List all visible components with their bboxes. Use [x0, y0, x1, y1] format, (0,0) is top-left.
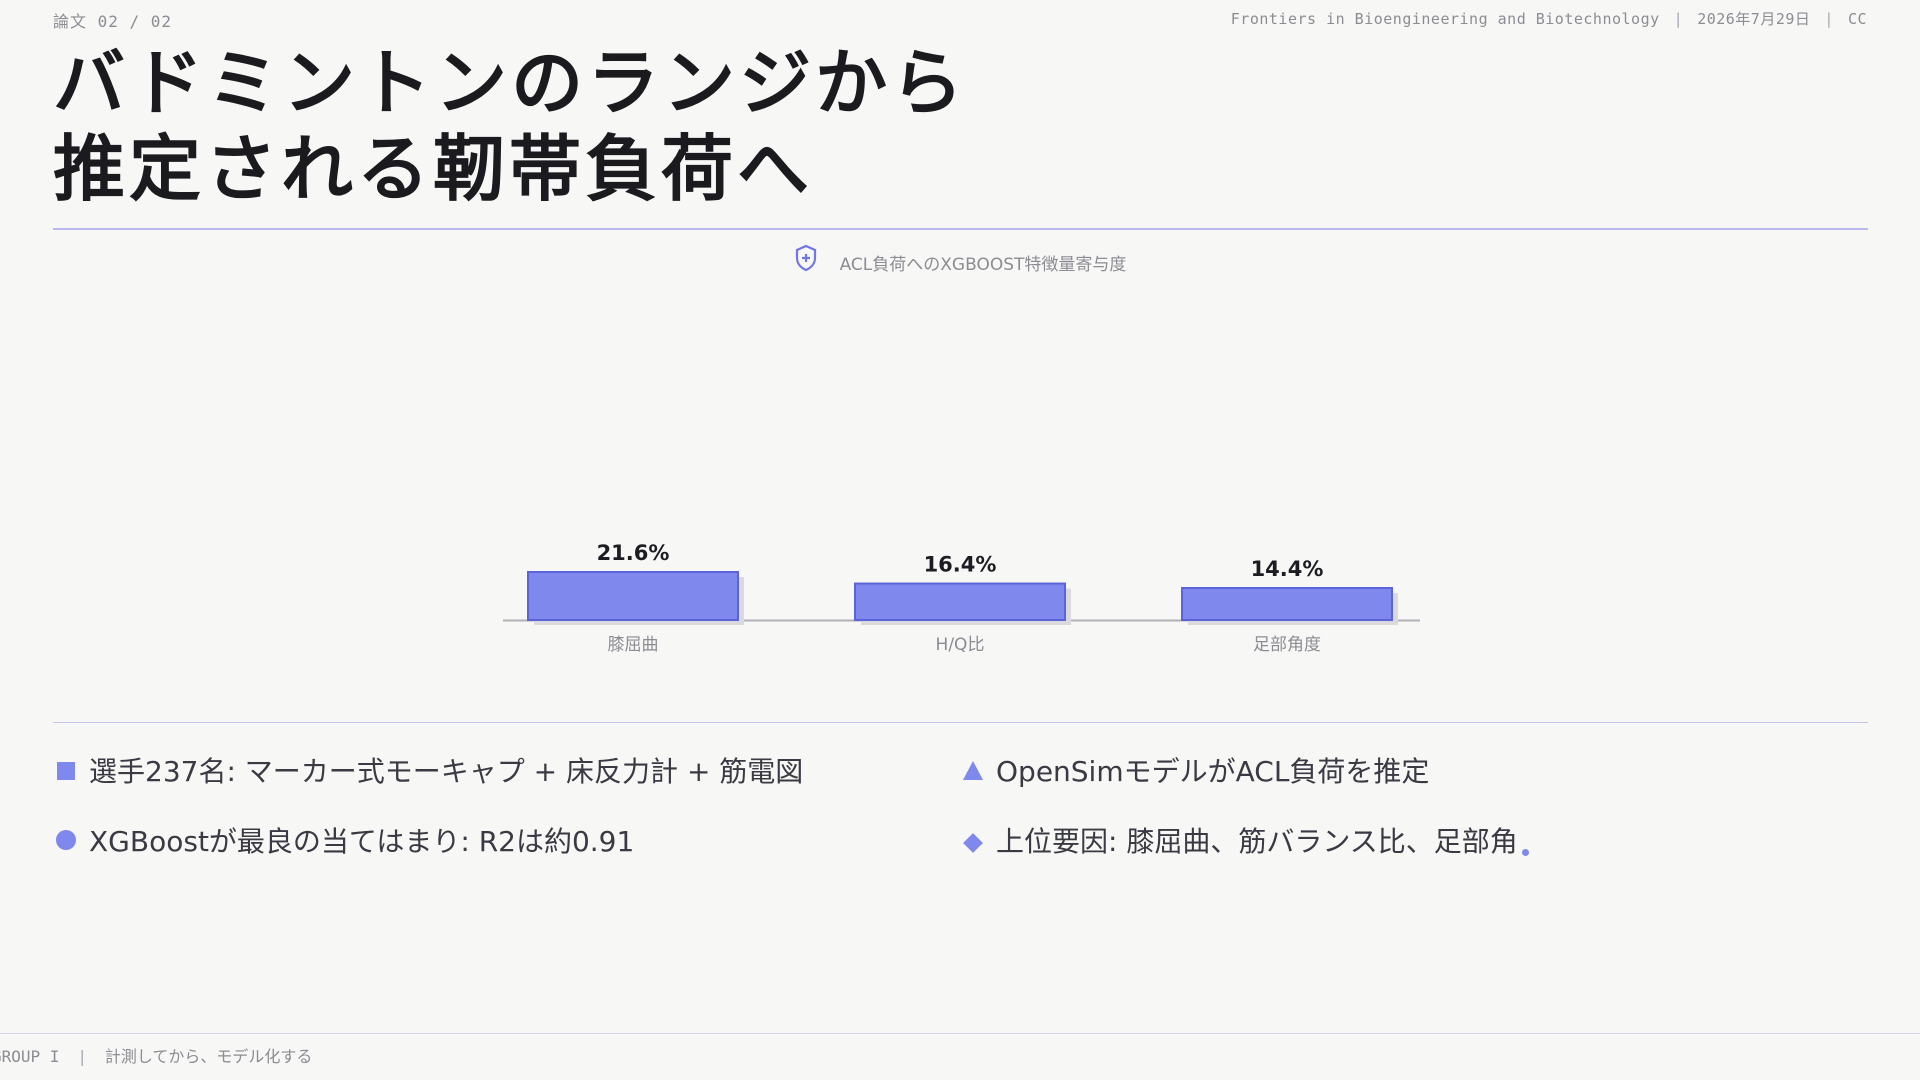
bar-value-label: 21.6%	[597, 541, 670, 565]
slide-title-line-2: 推定される靭帯負荷へ	[53, 127, 814, 211]
publication-date: 2026年7月29日	[1697, 10, 1811, 28]
section-divider	[53, 722, 1868, 723]
circle-bullet-icon	[53, 824, 79, 857]
page-counter: 論文 02 / 02	[53, 12, 173, 31]
bar-value-label: 16.4%	[924, 553, 997, 577]
shield-plus-icon	[794, 244, 818, 277]
bullet-item-top-factors: 上位要因: 膝屈曲、筋バランス比、足部角	[960, 820, 1529, 860]
chart-title: ACL負荷へのXGBOOST特徴量寄与度	[0, 244, 1920, 277]
bar-category-label: 足部角度	[1253, 635, 1321, 655]
slide-title-line-1: バドミントンのランジから	[53, 41, 968, 125]
bullet-item-xgboost: XGBoostが最良の当てはまり: R2は約0.91	[53, 820, 634, 860]
triangle-bullet-icon	[960, 754, 986, 787]
bar-3	[1181, 587, 1393, 621]
license-label: CC	[1847, 10, 1867, 28]
bullet-text: XGBoostが最良の当てはまり: R2は約0.91	[89, 825, 635, 858]
bullet-text: OpenSimモデルがACL負荷を推定	[996, 755, 1430, 788]
footer-group: GROUP I	[0, 1047, 60, 1066]
footer-divider	[0, 1033, 1920, 1034]
bar-category-label: H/Q比	[936, 635, 985, 655]
header-meta: Frontiers in Bioengineering and Biotechn…	[1231, 8, 1867, 29]
bullet-item-participants: 選手237名: マーカー式モーキャプ + 床反力計 + 筋電図	[53, 750, 803, 790]
slide-title: バドミントンのランジから 推定される靭帯負荷へ	[53, 40, 1253, 212]
header-separator: |	[1824, 10, 1834, 28]
bar-chart: 21.6% 膝屈曲 16.4% H/Q比 14.4% 足部角度	[503, 541, 1420, 655]
header-separator: |	[1673, 10, 1684, 28]
footer-separator: |	[79, 1047, 85, 1066]
square-bullet-icon	[53, 754, 79, 787]
journal-name: Frontiers in Bioengineering and Biotechn…	[1230, 10, 1660, 28]
bar-1	[527, 571, 739, 621]
bullet-text: 選手237名: マーカー式モーキャプ + 床反力計 + 筋電図	[89, 755, 804, 788]
bar-category-label: 膝屈曲	[608, 635, 659, 655]
footer-tagline: 計測してから、モデル化する	[104, 1047, 313, 1066]
title-divider	[53, 228, 1868, 230]
dot-icon	[1521, 849, 1529, 856]
diamond-bullet-icon	[960, 824, 986, 857]
chart-title-text: ACL負荷へのXGBOOST特徴量寄与度	[839, 255, 1127, 275]
bar-value-label: 14.4%	[1251, 557, 1324, 581]
bar-2	[854, 582, 1066, 621]
bullet-text: 上位要因: 膝屈曲、筋バランス比、足部角	[996, 825, 1518, 858]
footer: GROUP I | 計測してから、モデル化する	[0, 1043, 312, 1067]
bullet-item-opensim: OpenSimモデルがACL負荷を推定	[960, 750, 1429, 790]
